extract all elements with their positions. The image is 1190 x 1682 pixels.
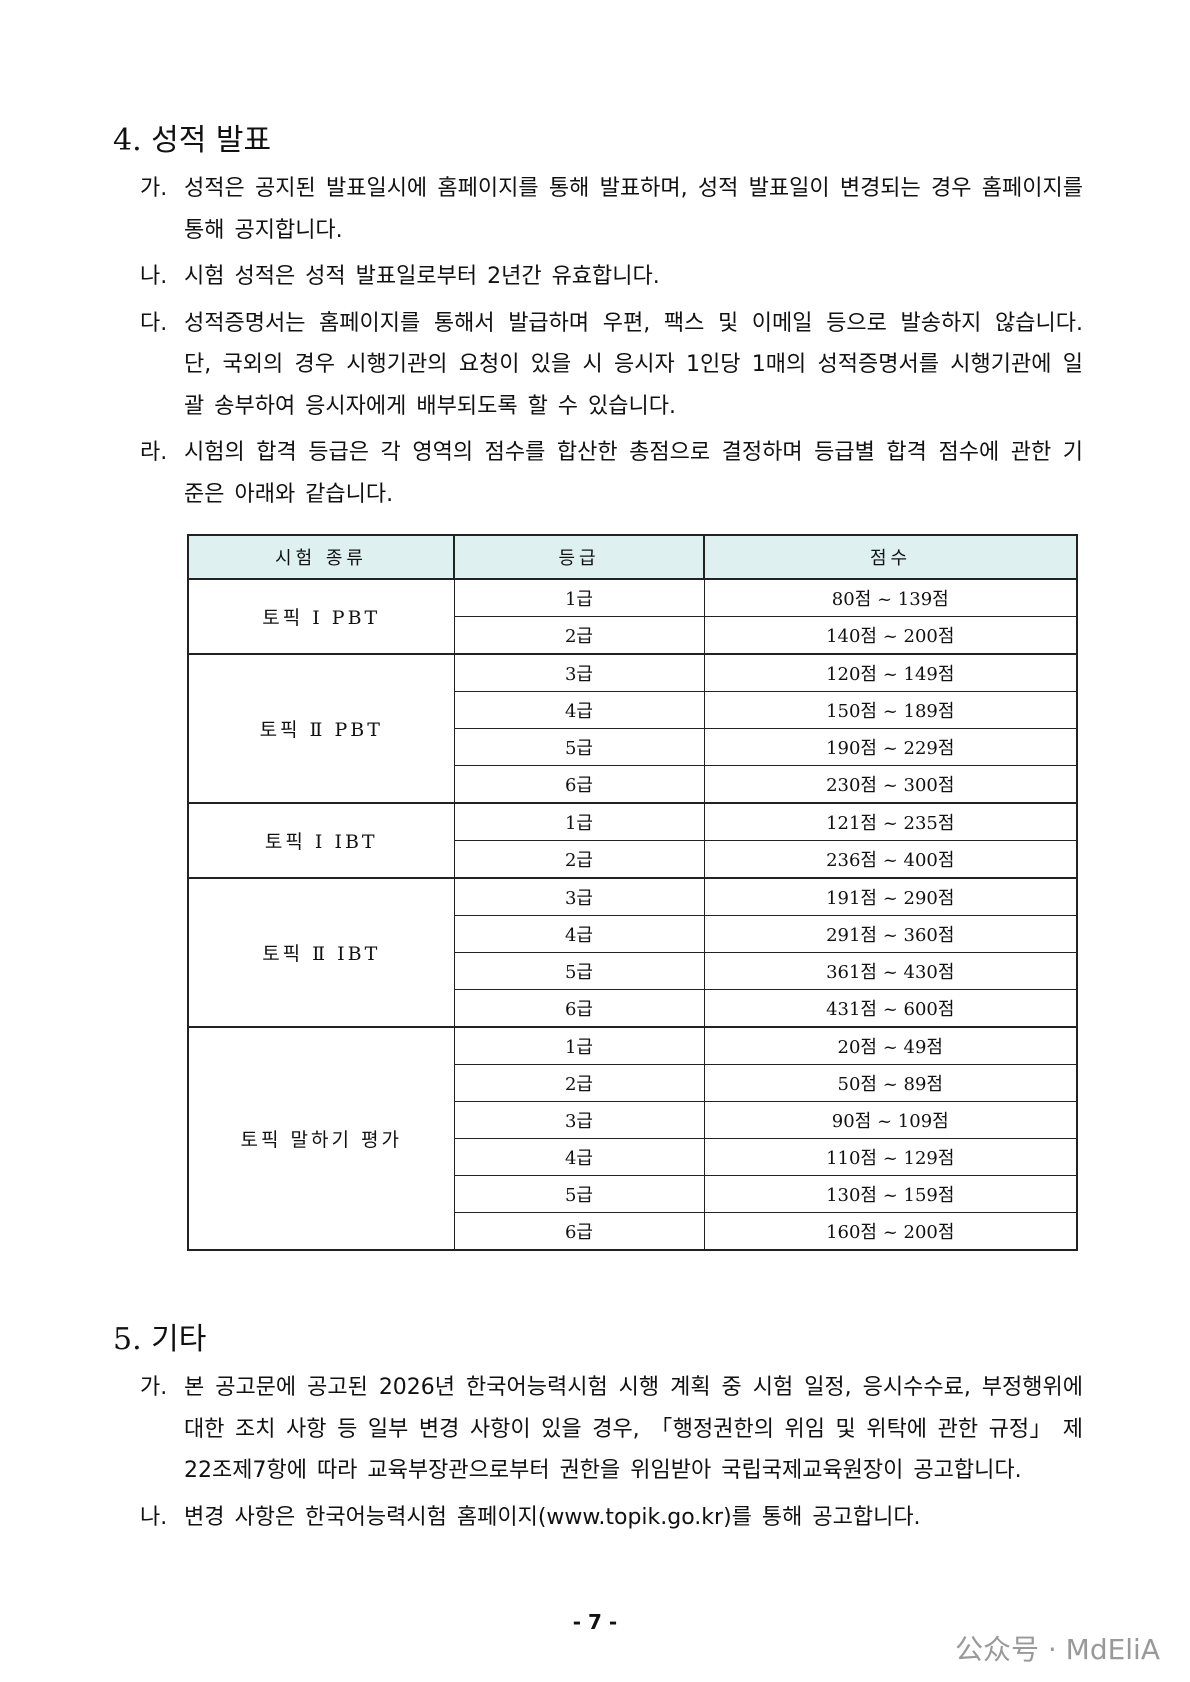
- grade-cell: 6급: [453, 989, 705, 1028]
- item-list: 가. 본 공고문에 공고된 2026년 한국어능력시험 시행 계획 중 시험 일정…: [140, 1367, 1083, 1543]
- table-row: 2급 50점 ~ 89점: [188, 1064, 1078, 1102]
- item-text: 성적증명서는 홈페이지를 통해서 발급하며 우편, 팩스 및 이메일 등으로 발…: [184, 310, 1083, 419]
- item-marker: 나.: [140, 264, 168, 289]
- score-cell: 121점 ~ 235점: [703, 802, 1078, 841]
- table-row: 6급 230점 ~ 300점: [188, 765, 1078, 804]
- score-cell: 110점 ~ 129점: [703, 1138, 1078, 1176]
- table-row: 2급 140점 ~ 200점: [188, 616, 1078, 655]
- table-row: 토픽 말하기 평가 1급 20점 ~ 49점: [187, 1026, 1078, 1251]
- score-cell: 160점 ~ 200점: [703, 1212, 1078, 1251]
- list-item: 라. 시험의 합격 등급은 각 영역의 점수를 합산한 총점으로 결정하며 등급별…: [140, 432, 1083, 515]
- table-row: 3급 90점 ~ 109점: [188, 1101, 1078, 1139]
- table-row: 6급 160점 ~ 200점: [188, 1212, 1078, 1251]
- exam-type-cell: 토픽 Ⅱ PBT: [187, 653, 455, 804]
- grade-cell: 1급: [453, 578, 705, 617]
- table-row: 토픽 Ⅰ PBT 1급 80점 ~ 139점: [187, 578, 1078, 655]
- table-row: 5급 130점 ~ 159점: [188, 1175, 1078, 1213]
- score-cell: 150점 ~ 189점: [703, 691, 1078, 729]
- grade-cell: 4급: [453, 691, 705, 729]
- table-row: 5급 361점 ~ 430점: [188, 952, 1078, 990]
- table-row: 4급 110점 ~ 129점: [188, 1138, 1078, 1176]
- grade-cell: 4급: [453, 915, 705, 953]
- item-text: 변경 사항은 한국어능력시험 홈페이지(www.topik.go.kr)를 통해…: [184, 1504, 921, 1530]
- item-marker: 가.: [140, 176, 168, 201]
- score-table: 시험 종류 등급 점수 토픽 Ⅰ PBT 1급 80점 ~ 139점 2급 140점 ~ 20…: [187, 534, 1078, 1251]
- score-cell: 191점 ~ 290점: [703, 877, 1078, 916]
- score-cell: 291점 ~ 360점: [703, 915, 1078, 953]
- grade-cell: 5급: [453, 952, 705, 990]
- score-cell: 190점 ~ 229점: [703, 728, 1078, 766]
- list-item: 다. 성적증명서는 홈페이지를 통해서 발급하며 우편, 팩스 및 이메일 등으로…: [140, 303, 1083, 428]
- score-cell: 90점 ~ 109점: [703, 1101, 1078, 1139]
- grade-cell: 2급: [453, 840, 705, 879]
- item-marker: 다.: [140, 310, 168, 336]
- score-cell: 50점 ~ 89점: [703, 1064, 1078, 1102]
- table-row: 토픽 Ⅱ IBT 3급 191점 ~ 290점: [187, 877, 1078, 1028]
- item-text: 시험의 합격 등급은 각 영역의 점수를 합산한 총점으로 결정하며 등급별 합…: [184, 440, 1083, 507]
- page-number: - 7 -: [572, 1610, 618, 1634]
- section-heading: 5. 기타: [113, 1322, 207, 1357]
- item-text: 본 공고문에 공고된 2026년 한국어능력시험 시행 계획 중 시험 일정, …: [184, 1375, 1083, 1483]
- grade-cell: 1급: [453, 1026, 705, 1065]
- watermark: 公众号 · MdEliA: [954, 1633, 1160, 1666]
- list-item: 가. 본 공고문에 공고된 2026년 한국어능력시험 시행 계획 중 시험 일정…: [140, 1367, 1083, 1492]
- section-heading: 4. 성적 발표: [113, 123, 272, 158]
- list-item: 가. 성적은 공지된 발표일시에 홈페이지를 통해 발표하며, 성적 발표일이 변…: [140, 168, 1083, 251]
- item-marker: 라.: [140, 440, 168, 465]
- item-text: 성적은 공지된 발표일시에 홈페이지를 통해 발표하며, 성적 발표일이 변경되…: [184, 176, 1083, 243]
- header-cell: 점수: [703, 534, 1078, 580]
- score-cell: 236점 ~ 400점: [703, 840, 1078, 879]
- score-cell: 140점 ~ 200점: [703, 616, 1078, 655]
- item-marker: 나.: [140, 1504, 168, 1530]
- list-item: 나. 변경 사항은 한국어능력시험 홈페이지(www.topik.go.kr)를 …: [140, 1497, 1083, 1539]
- table-row: 4급 150점 ~ 189점: [188, 691, 1078, 729]
- grade-cell: 5급: [453, 728, 705, 766]
- grade-cell: 2급: [453, 616, 705, 655]
- grade-cell: 5급: [453, 1175, 705, 1213]
- grade-cell: 3급: [453, 1101, 705, 1139]
- grade-cell: 6급: [453, 765, 705, 804]
- exam-type-cell: 토픽 Ⅰ IBT: [187, 802, 455, 879]
- grade-cell: 3급: [453, 877, 705, 916]
- score-cell: 80점 ~ 139점: [703, 578, 1078, 617]
- table-row: 2급 236점 ~ 400점: [188, 840, 1078, 879]
- score-cell: 20점 ~ 49점: [703, 1026, 1078, 1065]
- score-cell: 130점 ~ 159점: [703, 1175, 1078, 1213]
- table-row: 토픽 Ⅱ PBT 3급 120점 ~ 149점: [187, 653, 1078, 804]
- item-list: 가. 성적은 공지된 발표일시에 홈페이지를 통해 발표하며, 성적 발표일이 변…: [140, 168, 1083, 520]
- score-cell: 361점 ~ 430점: [703, 952, 1078, 990]
- table-row: 6급 431점 ~ 600점: [188, 989, 1078, 1028]
- header-row: 시험 종류 등급 점수: [187, 534, 1078, 580]
- score-cell: 120점 ~ 149점: [703, 653, 1078, 692]
- exam-type-cell: 토픽 Ⅱ IBT: [187, 877, 455, 1028]
- header-cell: 시험 종류: [187, 534, 455, 580]
- grade-cell: 3급: [453, 653, 705, 692]
- list-item: 나. 시험 성적은 성적 발표일로부터 2년간 유효합니다.: [140, 256, 1083, 298]
- table-row: 토픽 Ⅰ IBT 1급 121점 ~ 235점: [187, 802, 1078, 879]
- header-cell: 등급: [453, 534, 705, 580]
- item-marker: 가.: [140, 1375, 168, 1400]
- score-cell: 431점 ~ 600점: [703, 989, 1078, 1028]
- table-row: 4급 291점 ~ 360점: [188, 915, 1078, 953]
- exam-type-cell: 토픽 말하기 평가: [187, 1026, 455, 1251]
- grade-cell: 4급: [453, 1138, 705, 1176]
- exam-type-cell: 토픽 Ⅰ PBT: [187, 578, 455, 655]
- item-text: 시험 성적은 성적 발표일로부터 2년간 유효합니다.: [184, 264, 660, 289]
- table-row: 5급 190점 ~ 229점: [188, 728, 1078, 766]
- score-cell: 230점 ~ 300점: [703, 765, 1078, 804]
- grade-cell: 1급: [453, 802, 705, 841]
- grade-cell: 2급: [453, 1064, 705, 1102]
- grade-cell: 6급: [453, 1212, 705, 1251]
